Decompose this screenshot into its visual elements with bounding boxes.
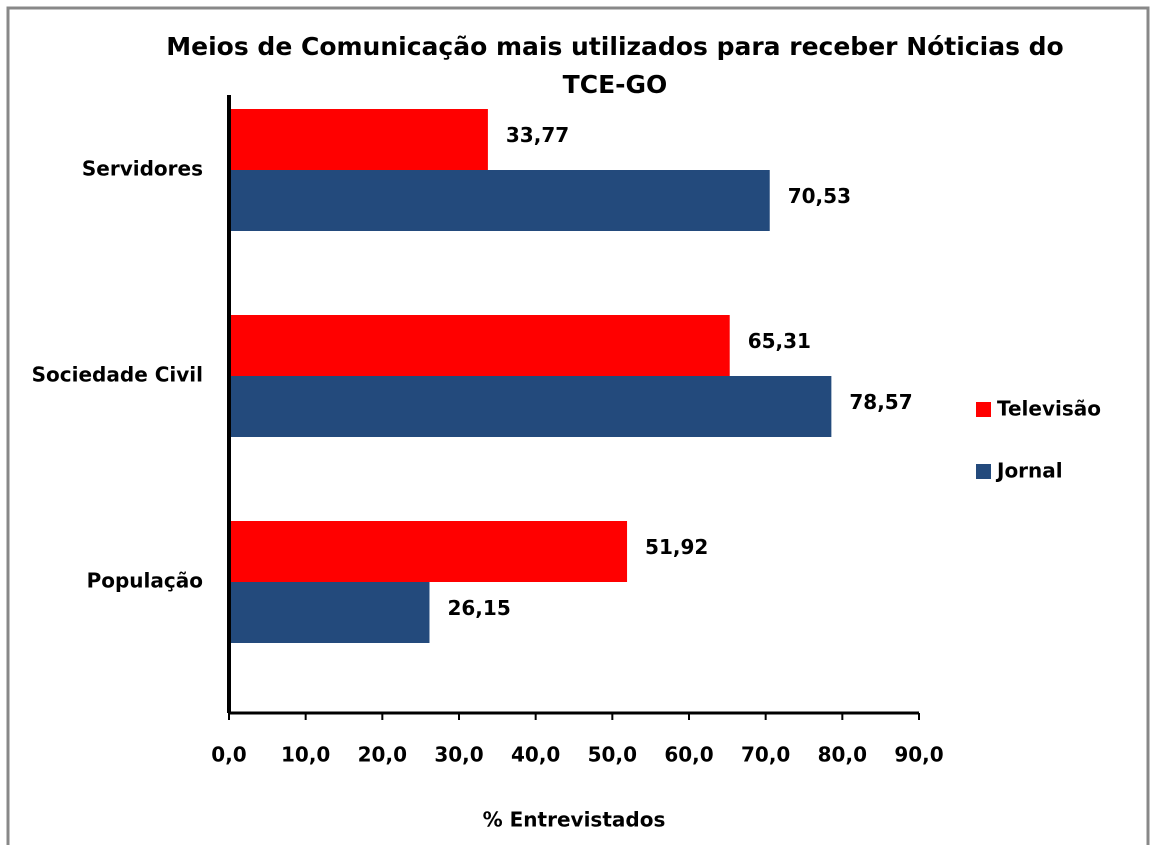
- data-label: 78,57: [849, 390, 912, 414]
- data-label: 70,53: [788, 184, 851, 208]
- bar: [229, 315, 730, 376]
- chart-title: Meios de Comunicação mais utilizados par…: [166, 32, 1064, 99]
- x-tick-label: 60,0: [664, 743, 713, 767]
- bar: [229, 170, 770, 231]
- data-label: 51,92: [645, 535, 708, 559]
- x-tick-label: 40,0: [511, 743, 560, 767]
- x-tick-label: 30,0: [434, 743, 483, 767]
- legend-swatch: [976, 464, 991, 479]
- x-tick-label: 10,0: [281, 743, 330, 767]
- x-tick-label: 20,0: [358, 743, 407, 767]
- x-tick-label: 80,0: [818, 743, 867, 767]
- legend-label: Jornal: [995, 459, 1063, 483]
- bar: [229, 376, 832, 437]
- chart-border: [6, 6, 1150, 845]
- x-tick-label: 70,0: [741, 743, 790, 767]
- x-axis-label: % Entrevistados: [483, 808, 666, 832]
- y-tick-label: Servidores: [82, 157, 203, 181]
- x-tick-label: 90,0: [894, 743, 943, 767]
- bar: [229, 521, 628, 582]
- y-tick-label: População: [87, 569, 203, 593]
- x-tick-label: 50,0: [588, 743, 637, 767]
- x-tick-label: 0,0: [211, 743, 246, 767]
- y-tick-label: Sociedade Civil: [32, 363, 203, 387]
- data-label: 26,15: [447, 596, 510, 620]
- legend-label: Televisão: [997, 397, 1101, 421]
- bar: [229, 109, 488, 170]
- bar: [229, 582, 430, 643]
- legend-swatch: [976, 402, 991, 417]
- data-label: 33,77: [506, 123, 569, 147]
- data-label: 65,31: [748, 329, 811, 353]
